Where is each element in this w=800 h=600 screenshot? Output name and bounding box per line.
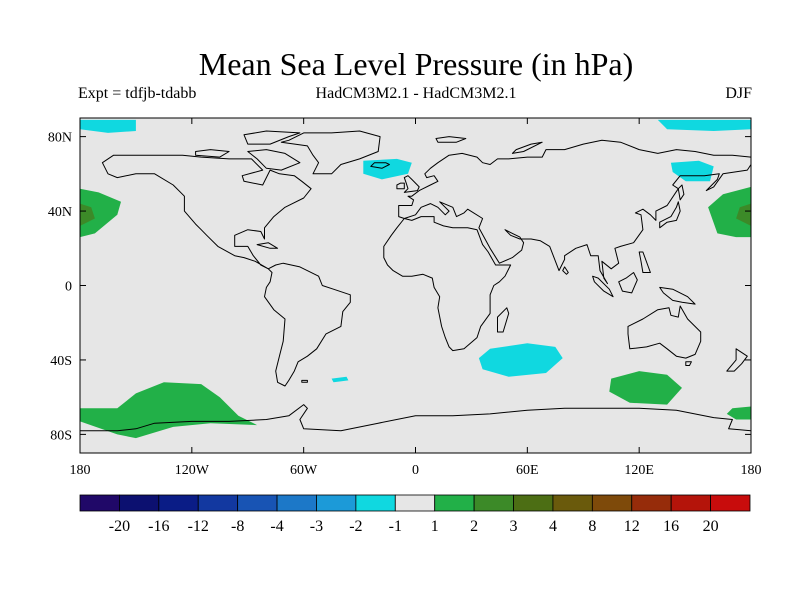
coastline-north-america (101, 154, 312, 270)
colorbar-label: -16 (148, 518, 169, 535)
lon-tick-label: 60W (290, 463, 318, 478)
coastline-svalbard (435, 136, 467, 143)
model-label: HadCM3M2.1 - HadCM3M2.1 (315, 85, 517, 102)
coastline-australia (627, 305, 702, 359)
colorbar-label: -1 (389, 518, 402, 535)
coastline-antarctica (80, 404, 751, 453)
colorbar-label: 3 (510, 518, 518, 535)
colorbar-swatch (591, 494, 633, 512)
colorbar-swatch (197, 494, 239, 512)
colorbar-swatch (158, 494, 199, 512)
anomaly-south-indian-high (609, 371, 682, 405)
colorbar-label: 1 (431, 518, 439, 535)
lon-tick-label: 60E (516, 463, 539, 478)
lat-tick-label: 40N (48, 205, 72, 220)
coastline-japan (659, 201, 681, 229)
lat-tick-label: 80S (50, 428, 72, 443)
coastline-eurasia (398, 139, 751, 285)
colorbar-label: 16 (663, 518, 679, 535)
coastline-greenland (280, 130, 381, 175)
colorbar-swatch (237, 494, 278, 512)
lat-tick-label: 0 (65, 280, 72, 295)
anomaly-south-pacific-high-dateline (726, 406, 751, 420)
colorbar-label: -8 (231, 518, 244, 535)
colorbar-swatch (316, 494, 357, 512)
anomaly-north-atlantic-low (363, 158, 412, 180)
colorbar-swatch (670, 494, 711, 512)
colorbar: -20 -16 -12 -8 -4 -3 -2 -1 1 2 3 4 8 12 16 20 (79, 494, 751, 535)
lat-tick-label: 40S (50, 354, 72, 369)
lon-tick-label: 0 (412, 463, 419, 478)
lon-tick-label: 180 (70, 463, 91, 478)
colorbar-swatch (119, 494, 160, 512)
colorbar-label: -12 (188, 518, 209, 535)
coastline-iceland (370, 162, 390, 169)
coastline-sumatra (592, 275, 614, 298)
lon-tick-label: 180 (741, 463, 762, 478)
anomaly-north-pacific-high-east (80, 188, 121, 238)
colorbar-swatch (434, 494, 475, 512)
coastline-sri-lanka (562, 266, 569, 275)
anomaly-north-pacific-core-east (80, 203, 95, 226)
coastlines (80, 130, 751, 453)
colorbar-label: -20 (109, 518, 130, 535)
colorbar-label: 8 (588, 518, 596, 535)
coastline-novaya-zemlya (511, 141, 543, 154)
coastline-new-guinea (659, 286, 696, 305)
colorbar-swatch (552, 494, 593, 512)
coastline-ellesmere-island (243, 130, 301, 145)
colorbar-label: -4 (270, 518, 283, 535)
anomaly-arctic-low-east (657, 119, 751, 131)
season-label: DJF (725, 85, 752, 102)
anomaly-south-atlantic-low-small (331, 376, 349, 383)
coastline-great-britain (403, 175, 420, 193)
colorbar-swatch (473, 494, 514, 512)
colorbar-swatch (276, 494, 317, 512)
lon-tick-label: 120E (624, 463, 654, 478)
anomaly-north-pacific-high-west (708, 186, 751, 238)
colorbar-swatch (355, 494, 396, 512)
lon-tick-label: 120W (175, 463, 210, 478)
coastline-philippines (638, 251, 651, 273)
colorbar-label: 4 (549, 518, 557, 535)
colorbar-swatch (513, 494, 554, 512)
coastline-borneo (618, 272, 638, 294)
coastline-victoria-island (195, 149, 230, 158)
coastline-sakhalin (677, 184, 685, 201)
anomaly-north-pacific-core-west (736, 203, 751, 226)
anomaly-south-pacific-high (80, 382, 258, 439)
coastline-madagascar (497, 307, 510, 333)
coastline-south-america (264, 262, 351, 387)
colorbar-label: -2 (349, 518, 362, 535)
colorbar-label: -3 (310, 518, 323, 535)
coastline-tasmania (685, 361, 692, 366)
colorbar-swatch (710, 494, 751, 512)
colorbar-swatch (631, 494, 672, 512)
experiment-label: Expt = tdfjb-tdabb (78, 85, 197, 102)
coastline-ireland (396, 182, 405, 190)
axis-ticks: 80N 40N 0 40S 80S 180 120W 60W 0 60E 120E 180 (48, 118, 762, 478)
colorbar-label: 12 (624, 518, 640, 535)
lat-tick-label: 80N (48, 131, 72, 146)
colorbar-swatch (394, 494, 436, 512)
colorbar-label: 2 (470, 518, 478, 535)
chart-title: Mean Sea Level Pressure (in hPa) (198, 46, 634, 82)
coastline-baffin-island (247, 149, 301, 171)
anomaly-arctic-low-west (80, 119, 136, 133)
colorbar-swatch (79, 494, 120, 512)
coastline-new-zealand (726, 348, 748, 372)
coastline-falkland-islands (301, 379, 308, 383)
coastline-africa (383, 216, 512, 352)
coastline-cuba (256, 242, 279, 249)
anomaly-southern-ocean-low (478, 343, 563, 377)
colorbar-label: 20 (703, 518, 719, 535)
